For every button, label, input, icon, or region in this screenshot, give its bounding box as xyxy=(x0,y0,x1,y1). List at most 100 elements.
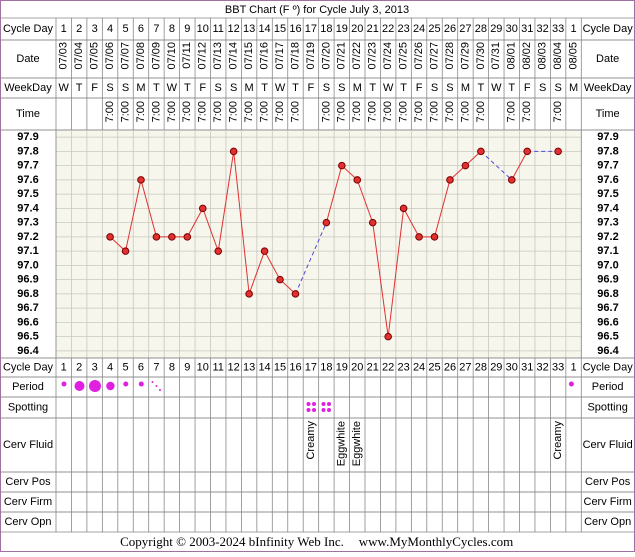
time: 7:00 xyxy=(150,101,162,122)
y-tick-label: 97.0 xyxy=(597,259,618,271)
cycle-day: 15 xyxy=(274,23,286,35)
period-dot xyxy=(138,381,144,387)
temp-point xyxy=(353,176,362,184)
period-dot xyxy=(89,380,101,392)
cycle-day: 31 xyxy=(521,361,533,373)
row-label: Time xyxy=(16,108,40,120)
y-tick-label: 97.8 xyxy=(597,145,618,157)
weekday: S xyxy=(431,82,438,94)
y-tick-label: 96.9 xyxy=(17,274,38,286)
time: 7:00 xyxy=(336,101,348,122)
row-label: Cycle Day xyxy=(583,23,634,35)
cycle-day: 4 xyxy=(107,361,113,373)
time: 7:00 xyxy=(289,101,301,122)
date: 07/24 xyxy=(382,42,394,70)
temp-point xyxy=(168,233,176,241)
period-dot xyxy=(151,381,154,383)
cycle-day: 30 xyxy=(506,361,518,373)
weekday: S xyxy=(122,82,129,94)
time: 7:00 xyxy=(552,101,564,122)
temp-point xyxy=(415,233,423,241)
cycle-day: 22 xyxy=(382,361,394,373)
weekday: T xyxy=(184,82,191,94)
temp-point xyxy=(338,161,346,170)
row-label: WeekDay xyxy=(584,82,632,94)
gap-connector xyxy=(295,222,327,295)
time: 7:00 xyxy=(444,101,456,122)
time: 7:00 xyxy=(135,101,147,122)
y-tick-label: 97.8 xyxy=(17,145,38,157)
row-label: Spotting xyxy=(8,401,48,413)
y-tick-label: 97.7 xyxy=(597,160,618,172)
cycle-day: 33 xyxy=(552,23,564,35)
y-tick-label: 96.5 xyxy=(597,331,618,343)
temp-point xyxy=(384,332,392,341)
cycle-day: 5 xyxy=(122,361,128,373)
time: 7:00 xyxy=(367,101,379,122)
weekday: F xyxy=(199,82,206,94)
weekday: S xyxy=(446,82,453,94)
date: 08/05 xyxy=(567,42,579,70)
time: 7:00 xyxy=(413,101,425,122)
time: 7:00 xyxy=(119,101,131,122)
weekday: W xyxy=(59,82,70,94)
y-tick-label: 97.6 xyxy=(17,174,38,186)
cycle-day: 23 xyxy=(398,23,410,35)
date: 07/06 xyxy=(104,42,116,70)
time: 7:00 xyxy=(197,101,209,122)
row-label: Cycle Day xyxy=(583,361,634,373)
y-tick-label: 96.7 xyxy=(17,302,38,314)
title: BBT Chart (F º) for Cycle July 3, 2013 xyxy=(225,4,409,16)
cycle-day: 12 xyxy=(228,361,240,373)
temp-point xyxy=(322,218,331,227)
weekday: M xyxy=(569,82,578,94)
weekday: S xyxy=(230,82,237,94)
y-tick-label: 97.4 xyxy=(597,202,619,214)
date: 07/29 xyxy=(459,42,471,70)
y-tick-label: 97.6 xyxy=(597,174,618,186)
cycle-day: 26 xyxy=(444,23,456,35)
weekday: S xyxy=(106,82,113,94)
time: 7:00 xyxy=(212,101,224,122)
weekday: W xyxy=(275,82,286,94)
y-tick-label: 97.5 xyxy=(597,188,618,200)
y-tick-label: 96.4 xyxy=(17,345,39,357)
time: 7:00 xyxy=(320,101,332,122)
cycle-day: 18 xyxy=(320,361,332,373)
cycle-day: 1 xyxy=(571,361,577,373)
cycle-day: 7 xyxy=(153,23,159,35)
date: 07/18 xyxy=(289,42,301,70)
date: 07/27 xyxy=(428,42,440,70)
time: 7:00 xyxy=(398,101,410,122)
cycle-day: 18 xyxy=(320,23,332,35)
cycle-day: 21 xyxy=(367,23,379,35)
weekday: S xyxy=(338,82,345,94)
y-tick-label: 97.1 xyxy=(17,245,38,257)
cycle-day: 32 xyxy=(537,23,549,35)
row-label: Date xyxy=(16,53,39,65)
cycle-day: 3 xyxy=(92,361,98,373)
date: 08/01 xyxy=(506,42,518,70)
weekday: M xyxy=(353,82,362,94)
row-label: Time xyxy=(596,108,620,120)
time: 7:00 xyxy=(351,101,363,122)
weekday: W xyxy=(167,82,178,94)
cycle-day: 1 xyxy=(61,361,67,373)
date: 07/19 xyxy=(305,42,317,70)
site: www.MyMonthlyCycles.com xyxy=(359,534,513,549)
spotting-dot xyxy=(306,408,311,412)
period-dot xyxy=(123,381,129,387)
period-dot xyxy=(106,381,115,391)
y-tick-label: 97.3 xyxy=(597,217,618,229)
cycle-day: 28 xyxy=(475,361,487,373)
date: 07/20 xyxy=(320,42,332,70)
y-tick-label: 96.6 xyxy=(597,316,618,328)
row-label: Cycle Day xyxy=(3,361,54,373)
y-tick-label: 96.4 xyxy=(597,345,619,357)
cycle-day: 13 xyxy=(243,23,255,35)
y-tick-label: 96.9 xyxy=(597,274,618,286)
gap-connector xyxy=(480,151,513,181)
temp-point xyxy=(507,176,516,184)
spotting-dot xyxy=(312,402,316,406)
